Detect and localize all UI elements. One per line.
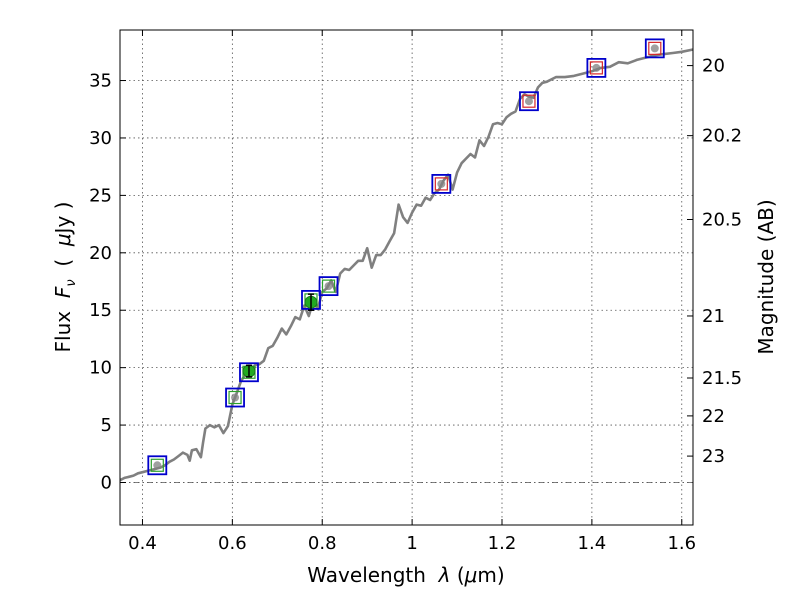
- plot-frame: [119, 29, 694, 526]
- model-flux-point: [650, 44, 659, 53]
- filter-band-marker: [648, 41, 662, 55]
- y-axis-label-paren: (: [51, 246, 75, 279]
- y-tick-label: 35: [89, 71, 112, 92]
- synthetic-photometry-square: [644, 38, 665, 59]
- model-flux-point: [437, 179, 446, 188]
- x-tick-label: 0.6: [218, 533, 247, 554]
- model-flux-point: [231, 393, 240, 402]
- grid-layer: [120, 30, 693, 525]
- filter-band-marker: [434, 177, 448, 191]
- model-flux-point: [524, 97, 533, 106]
- y-axis-label-unit: Jy ): [51, 202, 75, 236]
- y-axis-label-subscript: ν: [64, 279, 79, 286]
- synthetic-photometry-square: [586, 58, 607, 78]
- x-tick-label: 0.8: [308, 533, 337, 554]
- magnitude-tick-label: 21: [702, 306, 725, 327]
- x-tick-label: 1.2: [488, 533, 517, 554]
- filter-band-marker: [589, 61, 603, 75]
- x-tick-label: 0.4: [128, 533, 157, 554]
- magnitude-axis-label: Magnitude (AB): [754, 199, 778, 354]
- filter-band-marker: [228, 390, 242, 405]
- x-axis-label-variable: λ: [438, 563, 451, 587]
- y-tick-label: 30: [89, 128, 112, 149]
- y-tick-label: 15: [89, 300, 112, 321]
- model-flux-point: [153, 461, 162, 470]
- filter-band-marker: [321, 279, 336, 293]
- magnitude-tick-label: 20: [702, 56, 725, 77]
- y-tick-label: 25: [89, 185, 112, 206]
- magnitude-tick-label: 20.2: [702, 126, 742, 147]
- magnitude-tick-label: 23: [702, 446, 725, 467]
- x-tick-label: 1: [406, 533, 417, 554]
- synthetic-photometry-square: [147, 455, 168, 476]
- magnitude-axis-ticks: 20 20.2 20.5 21 21.5 22 23: [687, 56, 742, 467]
- y-tick-label: 10: [89, 358, 112, 379]
- y-axis-label-variable: F: [51, 286, 75, 298]
- points-layer: [147, 38, 665, 476]
- y-tick-label: 0: [101, 473, 112, 494]
- magnitude-tick-label: 20.5: [702, 210, 742, 231]
- magnitude-tick-label: 22: [702, 406, 725, 427]
- synthetic-photometry-square: [318, 276, 339, 297]
- x-axis-label-prefix: Wavelength: [307, 563, 438, 587]
- y-axis-label: Flux Fν ( μJy ): [51, 202, 79, 353]
- x-axis-label-paren: (: [451, 563, 465, 587]
- x-tick-label: 1.4: [578, 533, 607, 554]
- synthetic-photometry-square: [519, 91, 539, 112]
- model-layer: [119, 48, 694, 482]
- model-flux-point: [592, 63, 601, 72]
- y-tick-label: 20: [89, 243, 112, 264]
- y-axis-label-mu: μ: [51, 233, 75, 247]
- y-tick-label: 5: [101, 415, 112, 436]
- synthetic-photometry-square: [225, 387, 245, 408]
- x-axis-label: Wavelength λ (μm): [307, 563, 504, 587]
- synthetic-photometry-square: [239, 362, 259, 383]
- synthetic-photometry-square: [431, 173, 452, 194]
- model-spectrum-line: [119, 48, 694, 482]
- x-axis-label-mu: μ: [464, 563, 478, 587]
- model-flux-point: [324, 282, 333, 291]
- filter-band-marker: [522, 94, 536, 108]
- x-axis-label-unit: m): [477, 563, 504, 587]
- y-axis-ticks: 0 5 10 15 20 25 30 35: [89, 71, 126, 494]
- x-tick-label: 1.6: [667, 533, 696, 554]
- y-axis-label-prefix: Flux: [51, 298, 75, 352]
- magnitude-tick-label: 21.5: [702, 368, 742, 389]
- x-axis-ticks: 0.4 0.6 0.8 1 1.2 1.4 1.6: [128, 30, 696, 554]
- filter-band-marker: [150, 458, 164, 472]
